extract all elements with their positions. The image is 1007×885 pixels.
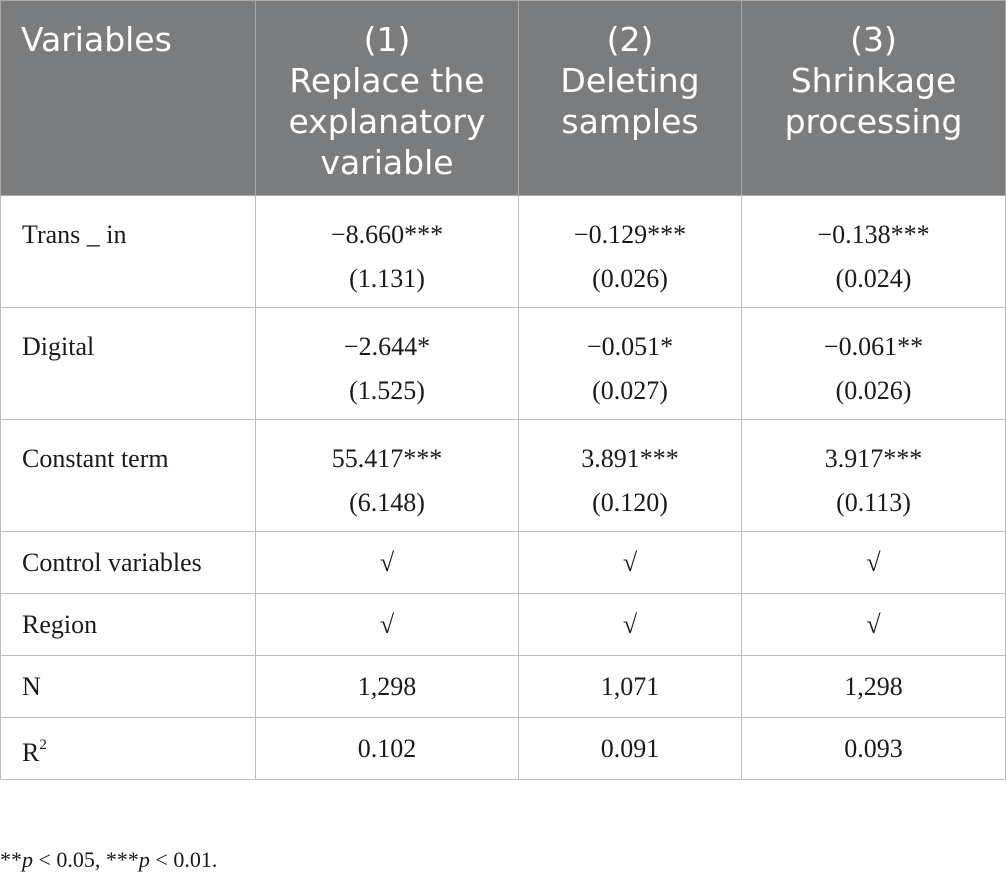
coefficient: −0.051*: [586, 332, 674, 361]
table-cell: −0.138*** (0.024): [741, 195, 1006, 308]
row-label: Constant term: [0, 419, 256, 532]
coefficient: 3.917***: [824, 444, 923, 473]
coefficient: 55.417***: [331, 444, 443, 473]
header-col-1-line-2: Replace the: [289, 61, 485, 100]
table-cell: 1,071: [518, 655, 742, 718]
footnote-text-1: < 0.05,: [33, 847, 106, 872]
coefficient: −2.644*: [343, 332, 431, 361]
row-label-text: R2: [22, 723, 255, 775]
table-cell: 55.417*** (6.148): [255, 419, 519, 532]
table-row: R2 0.102 0.091 0.093: [0, 717, 1006, 780]
check-mark: √: [518, 593, 742, 656]
header-row: Variables (1) Replace the explanatory va…: [0, 0, 1006, 196]
header-col-1-line-1: (1): [363, 20, 411, 59]
std-error: (6.148): [349, 488, 425, 517]
table-row: Constant term 55.417*** (6.148) 3.891*** (…: [0, 419, 1006, 532]
table-row: Digital −2.644* (1.525) −0.051* (0.027) −0…: [0, 307, 1006, 420]
std-error: (0.120): [592, 488, 668, 517]
header-col-3-line-3: processing: [784, 102, 963, 141]
header-variables: Variables: [0, 0, 256, 196]
table-row: Region √ √ √: [0, 593, 1006, 656]
row-label-text: Control variables: [22, 547, 202, 577]
header-col-3: (3) Shrinkage processing: [741, 0, 1006, 196]
table-cell: −0.061** (0.026): [741, 307, 1006, 420]
std-error: (1.525): [349, 376, 425, 405]
table-cell: −2.644* (1.525): [255, 307, 519, 420]
table-cell: −0.129*** (0.026): [518, 195, 742, 308]
row-label-text: Region: [22, 609, 98, 639]
std-error: (0.026): [835, 376, 912, 405]
header-col-2-line-3: samples: [561, 102, 699, 141]
coefficient: −0.138***: [817, 220, 930, 249]
std-error: (0.113): [836, 488, 911, 517]
check-mark: √: [255, 593, 519, 656]
row-label: Digital: [0, 307, 256, 420]
regression-table: Variables (1) Replace the explanatory va…: [0, 0, 1006, 780]
r-squared-superscript: 2: [39, 736, 47, 753]
coefficient: −0.129***: [573, 220, 687, 249]
header-col-2: (2) Deleting samples: [518, 0, 742, 196]
table-cell: −0.051* (0.027): [518, 307, 742, 420]
table-cell: 0.093: [741, 717, 1006, 780]
std-error: (0.024): [835, 264, 912, 293]
header-col-3-line-2: Shrinkage: [790, 61, 957, 100]
coefficient: −8.660***: [330, 220, 444, 249]
check-mark: √: [741, 593, 1006, 656]
table-footnote: **p < 0.05, ***p < 0.01.: [0, 847, 217, 873]
footnote-p-2: p: [138, 847, 150, 872]
table-cell: 1,298: [255, 655, 519, 718]
row-label: Region: [0, 593, 256, 656]
header-col-1-line-3: explanatory: [288, 102, 486, 141]
footnote-stars-3: ***: [105, 847, 139, 872]
header-col-3-line-1: (3): [850, 20, 897, 59]
header-col-1-line-4: variable: [320, 143, 454, 182]
table-cell: 3.891*** (0.120): [518, 419, 742, 532]
row-label-text: N: [22, 671, 41, 701]
footnote-text-2: < 0.01.: [149, 847, 218, 872]
footnote-stars-2: **: [0, 847, 22, 872]
coefficient: 3.891***: [581, 444, 679, 473]
header-variables-text: Variables: [21, 20, 172, 59]
header-col-2-line-1: (2): [606, 20, 654, 59]
check-mark: √: [255, 531, 519, 594]
row-label: R2: [0, 717, 256, 780]
table-row: Control variables √ √ √: [0, 531, 1006, 594]
table-cell: 3.917*** (0.113): [741, 419, 1006, 532]
r-squared-label: R: [22, 737, 40, 767]
table-cell: 0.102: [255, 717, 519, 780]
row-label: Control variables: [0, 531, 256, 594]
row-label: N: [0, 655, 256, 718]
header-col-2-line-2: Deleting: [560, 61, 700, 100]
table-cell: 0.091: [518, 717, 742, 780]
row-label: Trans _ in: [0, 195, 256, 308]
row-label-text: Constant term: [22, 444, 169, 473]
check-mark: √: [741, 531, 1006, 594]
row-label-text: Digital: [22, 332, 95, 361]
std-error: (0.026): [592, 264, 668, 293]
coefficient: −0.061**: [823, 332, 924, 361]
header-col-1: (1) Replace the explanatory variable: [255, 0, 519, 196]
std-error: (1.131): [349, 264, 425, 293]
table-row: Trans _ in −8.660*** (1.131) −0.129*** (0.…: [0, 195, 1006, 308]
table-row: N 1,298 1,071 1,298: [0, 655, 1006, 718]
footnote-p-1: p: [22, 847, 33, 872]
table-cell: 1,298: [741, 655, 1006, 718]
table-cell: −8.660*** (1.131): [255, 195, 519, 308]
row-label-text: Trans _ in: [22, 220, 127, 249]
std-error: (0.027): [592, 376, 668, 405]
check-mark: √: [518, 531, 742, 594]
